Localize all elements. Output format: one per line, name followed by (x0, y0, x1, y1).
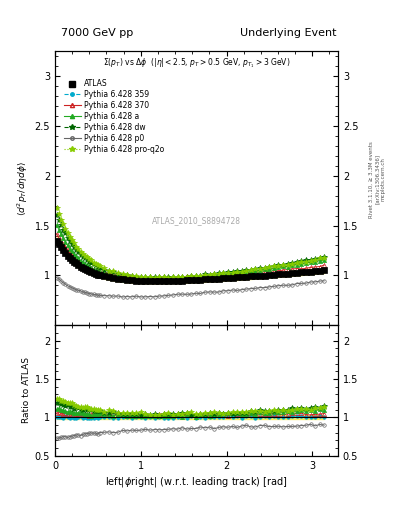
Y-axis label: $\langle d^2 p_T/d\eta d\phi\rangle$: $\langle d^2 p_T/d\eta d\phi\rangle$ (16, 161, 31, 216)
X-axis label: left|$\phi$right| (w.r.t. leading track) [rad]: left|$\phi$right| (w.r.t. leading track)… (105, 475, 288, 489)
Text: $\Sigma(p_T)$ vs $\Delta\phi$  ($|\eta| < 2.5$, $p_T > 0.5$ GeV, $p_{T_1} > 3$ G: $\Sigma(p_T)$ vs $\Delta\phi$ ($|\eta| <… (103, 57, 290, 70)
Y-axis label: Ratio to ATLAS: Ratio to ATLAS (22, 357, 31, 423)
Text: Underlying Event: Underlying Event (239, 28, 336, 38)
Text: [arXiv:1306.3436]: [arXiv:1306.3436] (375, 154, 380, 204)
Legend: ATLAS, Pythia 6.428 359, Pythia 6.428 370, Pythia 6.428 a, Pythia 6.428 dw, Pyth: ATLAS, Pythia 6.428 359, Pythia 6.428 37… (62, 77, 166, 156)
Text: 7000 GeV pp: 7000 GeV pp (61, 28, 133, 38)
Text: ATLAS_2010_S8894728: ATLAS_2010_S8894728 (152, 217, 241, 226)
Text: mcplots.cern.ch: mcplots.cern.ch (381, 157, 386, 201)
Text: Rivet 3.1.10, ≥ 3.3M events: Rivet 3.1.10, ≥ 3.3M events (369, 141, 374, 218)
